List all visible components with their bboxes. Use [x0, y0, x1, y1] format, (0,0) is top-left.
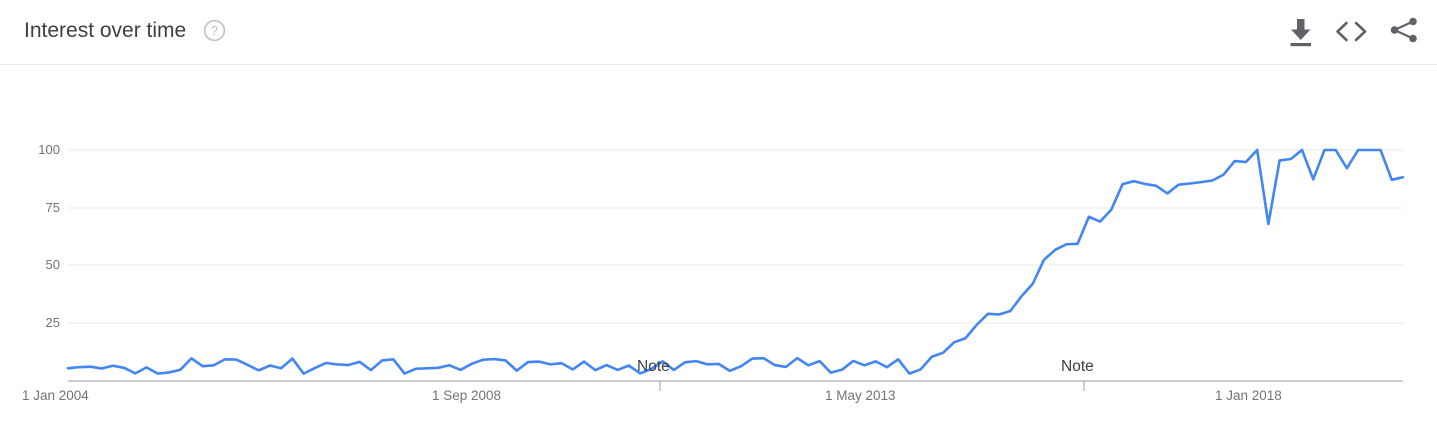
svg-text:Note: Note: [637, 358, 670, 375]
svg-text:?: ?: [211, 23, 218, 38]
svg-text:1 Jan 2018: 1 Jan 2018: [1215, 388, 1282, 403]
svg-text:1 May 2013: 1 May 2013: [825, 388, 896, 403]
svg-text:100: 100: [38, 142, 60, 157]
svg-text:1 Jan 2004: 1 Jan 2004: [22, 388, 89, 403]
svg-text:Note: Note: [1061, 358, 1094, 375]
svg-text:1 Sep 2008: 1 Sep 2008: [432, 388, 501, 403]
svg-text:25: 25: [46, 315, 60, 330]
svg-text:75: 75: [46, 200, 60, 215]
svg-text:50: 50: [46, 257, 60, 272]
